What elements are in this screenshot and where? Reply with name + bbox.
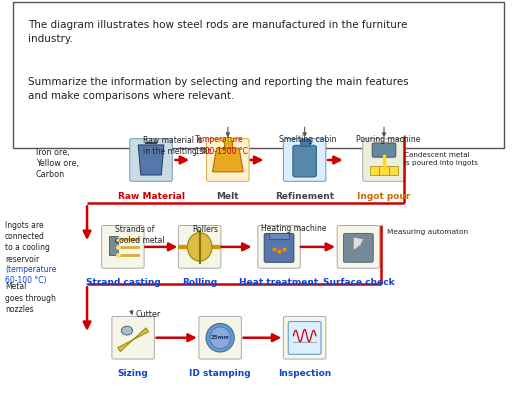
Text: Surface check: Surface check xyxy=(323,278,394,288)
Polygon shape xyxy=(353,237,364,251)
Text: 25mm: 25mm xyxy=(211,335,229,340)
Text: Iron ore,
Yellow ore,
Carbon: Iron ore, Yellow ore, Carbon xyxy=(36,148,79,179)
Bar xyxy=(370,166,379,175)
Text: Raw material is
in the melting slit: Raw material is in the melting slit xyxy=(143,136,211,156)
FancyBboxPatch shape xyxy=(288,322,321,354)
Text: Summarize the information by selecting and reporting the main features
and make : Summarize the information by selecting a… xyxy=(28,77,409,101)
Bar xyxy=(269,233,289,239)
Bar xyxy=(224,140,232,148)
Ellipse shape xyxy=(187,233,212,261)
Text: Ingot pour: Ingot pour xyxy=(357,192,411,201)
Text: Measuring automaton: Measuring automaton xyxy=(387,229,467,235)
Text: Inspection: Inspection xyxy=(278,369,331,378)
Text: Heat treatment: Heat treatment xyxy=(240,278,318,288)
Ellipse shape xyxy=(222,137,234,143)
Text: Temperature
1300-1500 °C: Temperature 1300-1500 °C xyxy=(195,135,248,156)
FancyBboxPatch shape xyxy=(179,226,221,268)
Text: (temperature
60-100 °C): (temperature 60-100 °C) xyxy=(5,265,56,285)
Text: ID stamping: ID stamping xyxy=(189,369,251,378)
FancyBboxPatch shape xyxy=(13,2,504,148)
Text: Refinement: Refinement xyxy=(275,192,334,201)
Bar xyxy=(109,236,118,255)
FancyBboxPatch shape xyxy=(101,226,144,268)
Ellipse shape xyxy=(121,326,133,335)
Text: Rollers: Rollers xyxy=(192,225,218,234)
Bar xyxy=(389,166,398,175)
Text: Heating machine: Heating machine xyxy=(261,224,327,233)
Text: Pouring machine: Pouring machine xyxy=(356,135,420,145)
Text: Smelting cabin: Smelting cabin xyxy=(279,135,336,145)
FancyBboxPatch shape xyxy=(284,139,326,181)
FancyBboxPatch shape xyxy=(337,226,379,268)
Text: Rolling: Rolling xyxy=(182,278,217,288)
FancyBboxPatch shape xyxy=(344,233,373,262)
Polygon shape xyxy=(118,328,148,352)
Text: Cutter: Cutter xyxy=(136,310,161,319)
FancyBboxPatch shape xyxy=(293,145,316,177)
Polygon shape xyxy=(138,145,164,175)
FancyBboxPatch shape xyxy=(372,143,396,157)
FancyBboxPatch shape xyxy=(207,139,249,181)
Text: Melt: Melt xyxy=(217,192,239,201)
Text: Ingots are
connected
to a cooling
reservoir: Ingots are connected to a cooling reserv… xyxy=(5,221,50,263)
Text: Raw Material: Raw Material xyxy=(118,192,184,201)
Ellipse shape xyxy=(206,324,234,352)
Text: Candescent metal
is poured into ingots: Candescent metal is poured into ingots xyxy=(404,152,479,166)
Text: The diagram illustrates how steel rods are manufactured in the furniture
industr: The diagram illustrates how steel rods a… xyxy=(28,20,408,44)
FancyBboxPatch shape xyxy=(264,233,294,262)
Text: Sizing: Sizing xyxy=(118,369,148,378)
Text: Strand casting: Strand casting xyxy=(86,278,160,288)
FancyBboxPatch shape xyxy=(258,226,300,268)
FancyBboxPatch shape xyxy=(362,139,406,181)
FancyBboxPatch shape xyxy=(130,139,172,181)
FancyBboxPatch shape xyxy=(284,316,326,359)
FancyBboxPatch shape xyxy=(112,316,155,359)
FancyBboxPatch shape xyxy=(199,316,242,359)
Text: Strands of
cooled metal: Strands of cooled metal xyxy=(115,225,165,245)
Polygon shape xyxy=(212,148,243,172)
Text: Metal
goes through
nozzles: Metal goes through nozzles xyxy=(5,282,56,314)
Bar xyxy=(300,139,310,146)
Ellipse shape xyxy=(210,327,230,349)
Bar xyxy=(379,166,389,175)
